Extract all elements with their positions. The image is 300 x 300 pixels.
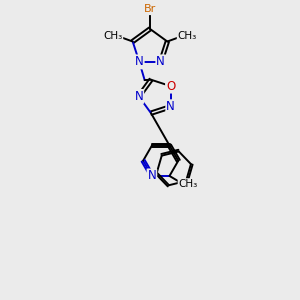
Text: CH₃: CH₃ bbox=[103, 31, 122, 41]
Text: N: N bbox=[156, 56, 165, 68]
Text: N: N bbox=[134, 90, 143, 103]
Text: CH₃: CH₃ bbox=[178, 31, 197, 41]
Text: O: O bbox=[166, 80, 175, 93]
Text: CH₃: CH₃ bbox=[178, 179, 198, 189]
Text: N: N bbox=[135, 56, 144, 68]
Text: N: N bbox=[148, 169, 156, 182]
Text: N: N bbox=[166, 100, 175, 113]
Text: Br: Br bbox=[144, 4, 156, 14]
